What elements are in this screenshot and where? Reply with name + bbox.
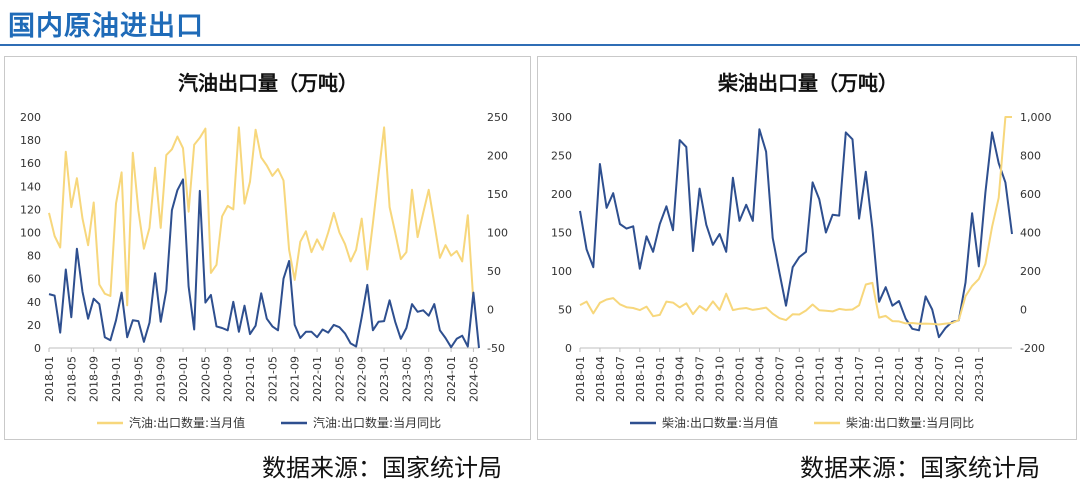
left-axis-tick-label: 100 — [20, 227, 41, 240]
x-tick-label: 2023-05 — [400, 356, 413, 402]
legend-label: 柴油:出口数量:当月同比 — [846, 415, 974, 430]
x-tick-label: 2022-01 — [893, 356, 906, 402]
legend-label: 柴油:出口数量:当月值 — [662, 415, 778, 430]
right-axis-tick-label: 200 — [1020, 265, 1041, 278]
x-tick-label: 2020-09 — [222, 356, 235, 402]
chart-title: 汽油出口量（万吨） — [178, 71, 358, 95]
series-line-1 — [579, 128, 1013, 339]
left-axis-tick-label: 50 — [558, 304, 572, 317]
x-tick-label: 2021-10 — [873, 356, 886, 402]
x-tick-label: 2018-01 — [43, 356, 56, 402]
gasoline-chart-panel: 汽油出口量（万吨） 0 20 40 60 80 100 120 140 160 180 200 -50 0… — [4, 56, 531, 440]
x-tick-label: 2023-09 — [423, 356, 436, 402]
x-tick-label: 2019-07 — [694, 356, 707, 402]
x-tick-label: 2019-10 — [714, 356, 727, 402]
x-tick-label: 2022-07 — [933, 356, 946, 402]
x-tick-label: 2020-10 — [793, 356, 806, 402]
x-tick-label: 2021-09 — [289, 356, 302, 402]
x-tick-label: 2022-01 — [311, 356, 324, 402]
x-tick-label: 2018-09 — [88, 356, 101, 402]
x-tick-label: 2020-01 — [734, 356, 747, 402]
legend-label: 汽油:出口数量:当月同比 — [313, 415, 441, 430]
right-axis-tick-label: 150 — [487, 188, 508, 201]
right-axis-tick-label: -50 — [487, 342, 505, 355]
right-axis-tick-label: 400 — [1020, 227, 1041, 240]
x-tick-label: 2019-01 — [110, 356, 123, 402]
left-axis-tick-label: 200 — [551, 188, 572, 201]
series-line-1 — [48, 126, 475, 307]
x-tick-label: 2020-07 — [773, 356, 786, 402]
source-note-left: 数据来源：国家统计局 — [262, 454, 502, 482]
left-axis-tick-label: 150 — [551, 227, 572, 240]
left-axis-tick-label: 160 — [20, 157, 41, 170]
left-axis-tick-label: 140 — [20, 180, 41, 193]
right-axis-tick-label: -200 — [1020, 342, 1045, 355]
x-tick-label: 2024-01 — [445, 356, 458, 402]
left-axis-tick-label: 100 — [551, 265, 572, 278]
left-axis-tick-label: 300 — [551, 111, 572, 124]
left-axis-tick-label: 0 — [34, 342, 41, 355]
series-line-2 — [48, 178, 480, 349]
x-tick-label: 2021-07 — [853, 356, 866, 402]
x-tick-label: 2023-01 — [973, 356, 986, 402]
left-axis-tick-label: 180 — [20, 134, 41, 147]
x-tick-label: 2019-04 — [674, 356, 687, 402]
right-axis-tick-label: 800 — [1020, 150, 1041, 163]
legend-label: 汽油:出口数量:当月值 — [129, 415, 245, 430]
right-axis-tick-label: 50 — [487, 265, 501, 278]
x-tick-label: 2018-01 — [574, 356, 587, 402]
right-axis-tick-label: 600 — [1020, 188, 1041, 201]
left-axis-tick-label: 20 — [27, 319, 41, 332]
source-note-right: 数据来源：国家统计局 — [800, 454, 1040, 482]
left-axis-tick-label: 200 — [20, 111, 41, 124]
x-tick-label: 2021-01 — [813, 356, 826, 402]
left-axis-tick-label: 40 — [27, 296, 41, 309]
right-axis-tick-label: 0 — [487, 304, 494, 317]
x-tick-label: 2022-05 — [333, 356, 346, 402]
x-tick-label: 2018-10 — [634, 356, 647, 402]
page-title: 国内原油进出口 — [8, 11, 204, 42]
left-axis-tick-label: 250 — [551, 150, 572, 163]
diesel-chart-panel: 柴油出口量（万吨） 0 50 100 150 200 250 300 -200 0 200 400 60… — [537, 56, 1077, 440]
x-tick-label: 2018-04 — [594, 356, 607, 402]
x-tick-label: 2020-05 — [199, 356, 212, 402]
x-tick-label: 2021-05 — [266, 356, 279, 402]
x-tick-label: 2024-05 — [467, 356, 480, 402]
diesel-chart: 柴油出口量（万吨） 0 50 100 150 200 250 300 -200 0 200 400 60… — [551, 71, 1052, 430]
right-axis-tick-label: 0 — [1020, 304, 1027, 317]
x-tick-label: 2019-09 — [155, 356, 168, 402]
title-divider — [0, 44, 1080, 46]
series-line-2 — [579, 116, 1012, 326]
x-tick-label: 2022-09 — [356, 356, 369, 402]
x-tick-label: 2018-07 — [614, 356, 627, 402]
x-tick-label: 2021-04 — [833, 356, 846, 402]
x-tick-label: 2023-01 — [378, 356, 391, 402]
x-tick-label: 2020-04 — [753, 356, 766, 402]
chart-title: 柴油出口量（万吨） — [717, 71, 898, 95]
left-axis-tick-label: 0 — [565, 342, 572, 355]
x-tick-label: 2020-01 — [177, 356, 190, 402]
right-axis-tick-label: 100 — [487, 227, 508, 240]
x-tick-label: 2022-10 — [953, 356, 966, 402]
right-axis-tick-label: 250 — [487, 111, 508, 124]
left-axis-tick-label: 80 — [27, 250, 41, 263]
x-tick-label: 2021-01 — [244, 356, 257, 402]
right-axis-tick-label: 200 — [487, 150, 508, 163]
x-tick-label: 2019-05 — [132, 356, 145, 402]
x-tick-label: 2018-05 — [65, 356, 78, 402]
right-axis-tick-label: 1,000 — [1020, 111, 1052, 124]
left-axis-tick-label: 120 — [20, 203, 41, 216]
left-axis-tick-label: 60 — [27, 273, 41, 286]
x-tick-label: 2022-04 — [913, 356, 926, 402]
gasoline-chart: 汽油出口量（万吨） 0 20 40 60 80 100 120 140 160 180 200 -50 0… — [20, 71, 508, 430]
x-tick-label: 2019-01 — [654, 356, 667, 402]
